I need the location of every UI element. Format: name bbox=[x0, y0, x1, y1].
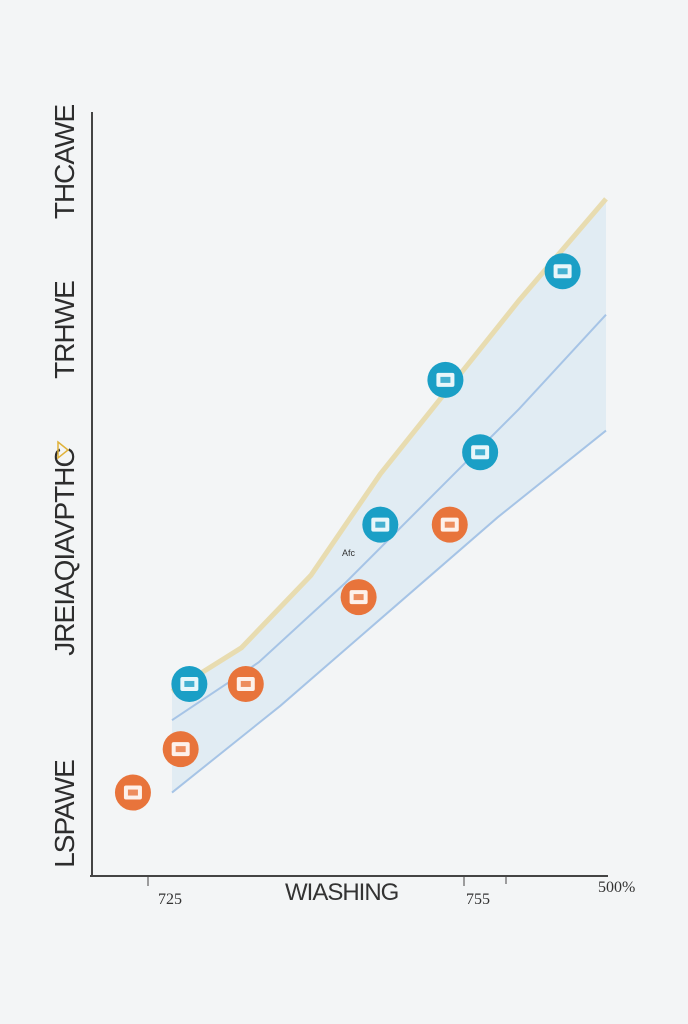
document-icon bbox=[340, 579, 377, 616]
machine-icon bbox=[227, 665, 264, 702]
x-axis-label: WIASHING bbox=[285, 879, 398, 906]
area-band bbox=[172, 198, 606, 793]
y-label-1: THCAWE bbox=[49, 105, 80, 220]
series-line-3 bbox=[171, 429, 607, 794]
printer-icon bbox=[462, 434, 499, 471]
series-line-1 bbox=[170, 197, 608, 694]
ring-icon bbox=[171, 665, 208, 702]
y-label-4: LSPAWE bbox=[49, 760, 80, 868]
gear-icon bbox=[427, 361, 464, 398]
y-label-3: JREIAQIAVPTHC bbox=[49, 448, 80, 656]
area-layer bbox=[170, 197, 608, 794]
x-tick-2: 755 bbox=[466, 891, 490, 908]
triangle-icon bbox=[57, 440, 70, 460]
face-icon bbox=[544, 253, 581, 290]
y-label-2: TRHWE bbox=[49, 281, 80, 379]
x-tick-1: 725 bbox=[158, 891, 182, 908]
id-card-icon bbox=[114, 774, 151, 811]
annotation: Afc bbox=[342, 548, 356, 558]
x-tick-3: 500% bbox=[598, 879, 635, 896]
marker-layer bbox=[114, 253, 581, 811]
phone-icon bbox=[362, 506, 399, 543]
tent-icon bbox=[162, 731, 199, 768]
monitor-icon bbox=[431, 506, 468, 543]
